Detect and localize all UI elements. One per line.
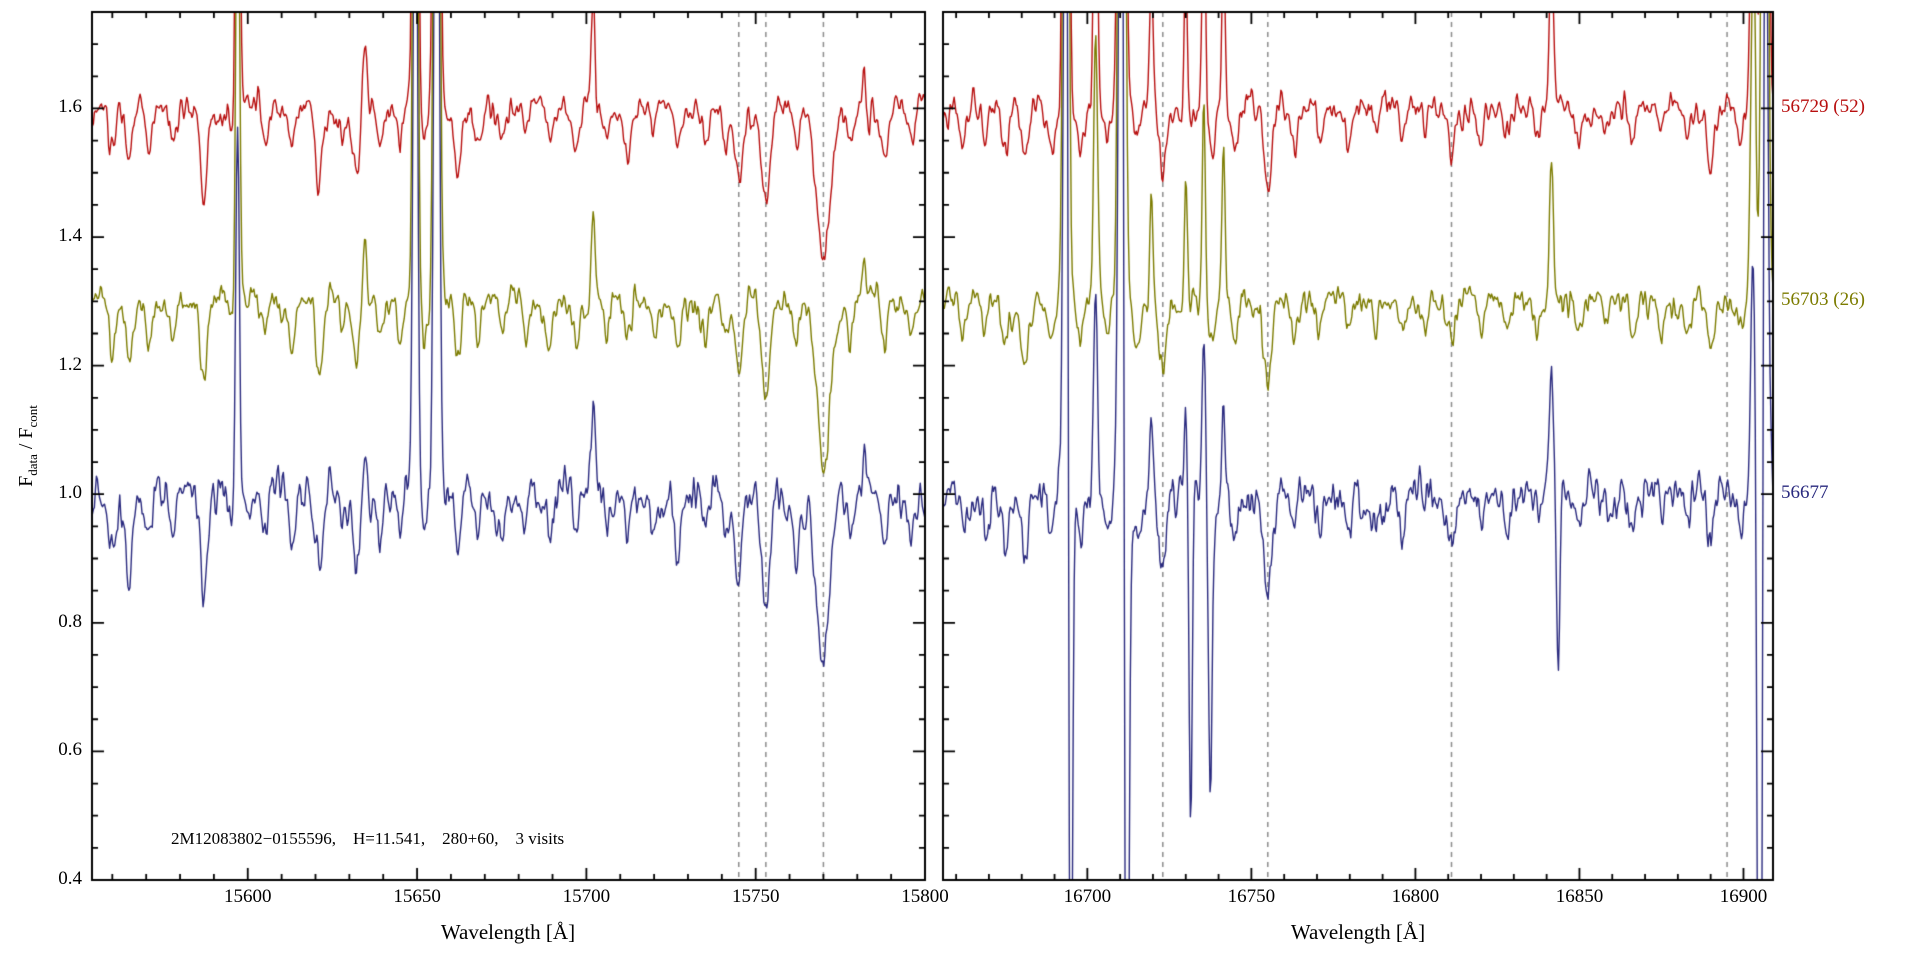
x-axis-title-right: Wavelength [Å] [1290,920,1426,944]
x-tick-label: 16900 [1719,886,1768,907]
target-annotation: 2M12083802−0155596, H=11.541, 280+60, 3 … [171,829,565,848]
y-axis-title-sub2: cont [25,405,40,428]
x-tick-label: 16700 [1063,886,1112,907]
x-tick-label: 16750 [1227,886,1276,907]
x-tick-label: 15700 [562,886,611,907]
y-tick-label: 0.8 [58,610,82,632]
y-tick-label: 1.6 [58,96,82,118]
y-axis-title: Fdata / Fcont [15,405,41,487]
x-tick-label: 15800 [901,886,949,907]
y-tick-label: 1.0 [58,482,82,504]
y-tick-label: 0.4 [58,868,82,889]
x-tick-label: 15750 [731,886,780,907]
x-tick-label: 16850 [1555,886,1604,907]
x-tick-label: 15600 [224,886,272,907]
x-tick-label: 16800 [1391,886,1440,907]
x-tick-label: 15650 [393,886,441,907]
y-tick-label: 1.2 [58,353,82,375]
series-label: 56703 (26) [1781,289,1865,311]
y-axis-title-f2: F [15,427,37,439]
y-axis-title-sep: / [15,438,37,455]
y-tick-label: 1.4 [58,225,82,247]
y-axis-title-sub1: data [25,454,40,476]
series-label: 56729 (52) [1781,96,1865,118]
x-axis-title-left: Wavelength [Å] [440,920,576,944]
y-tick-label: 0.6 [58,739,82,761]
series-label: 56677 [1781,482,1829,504]
